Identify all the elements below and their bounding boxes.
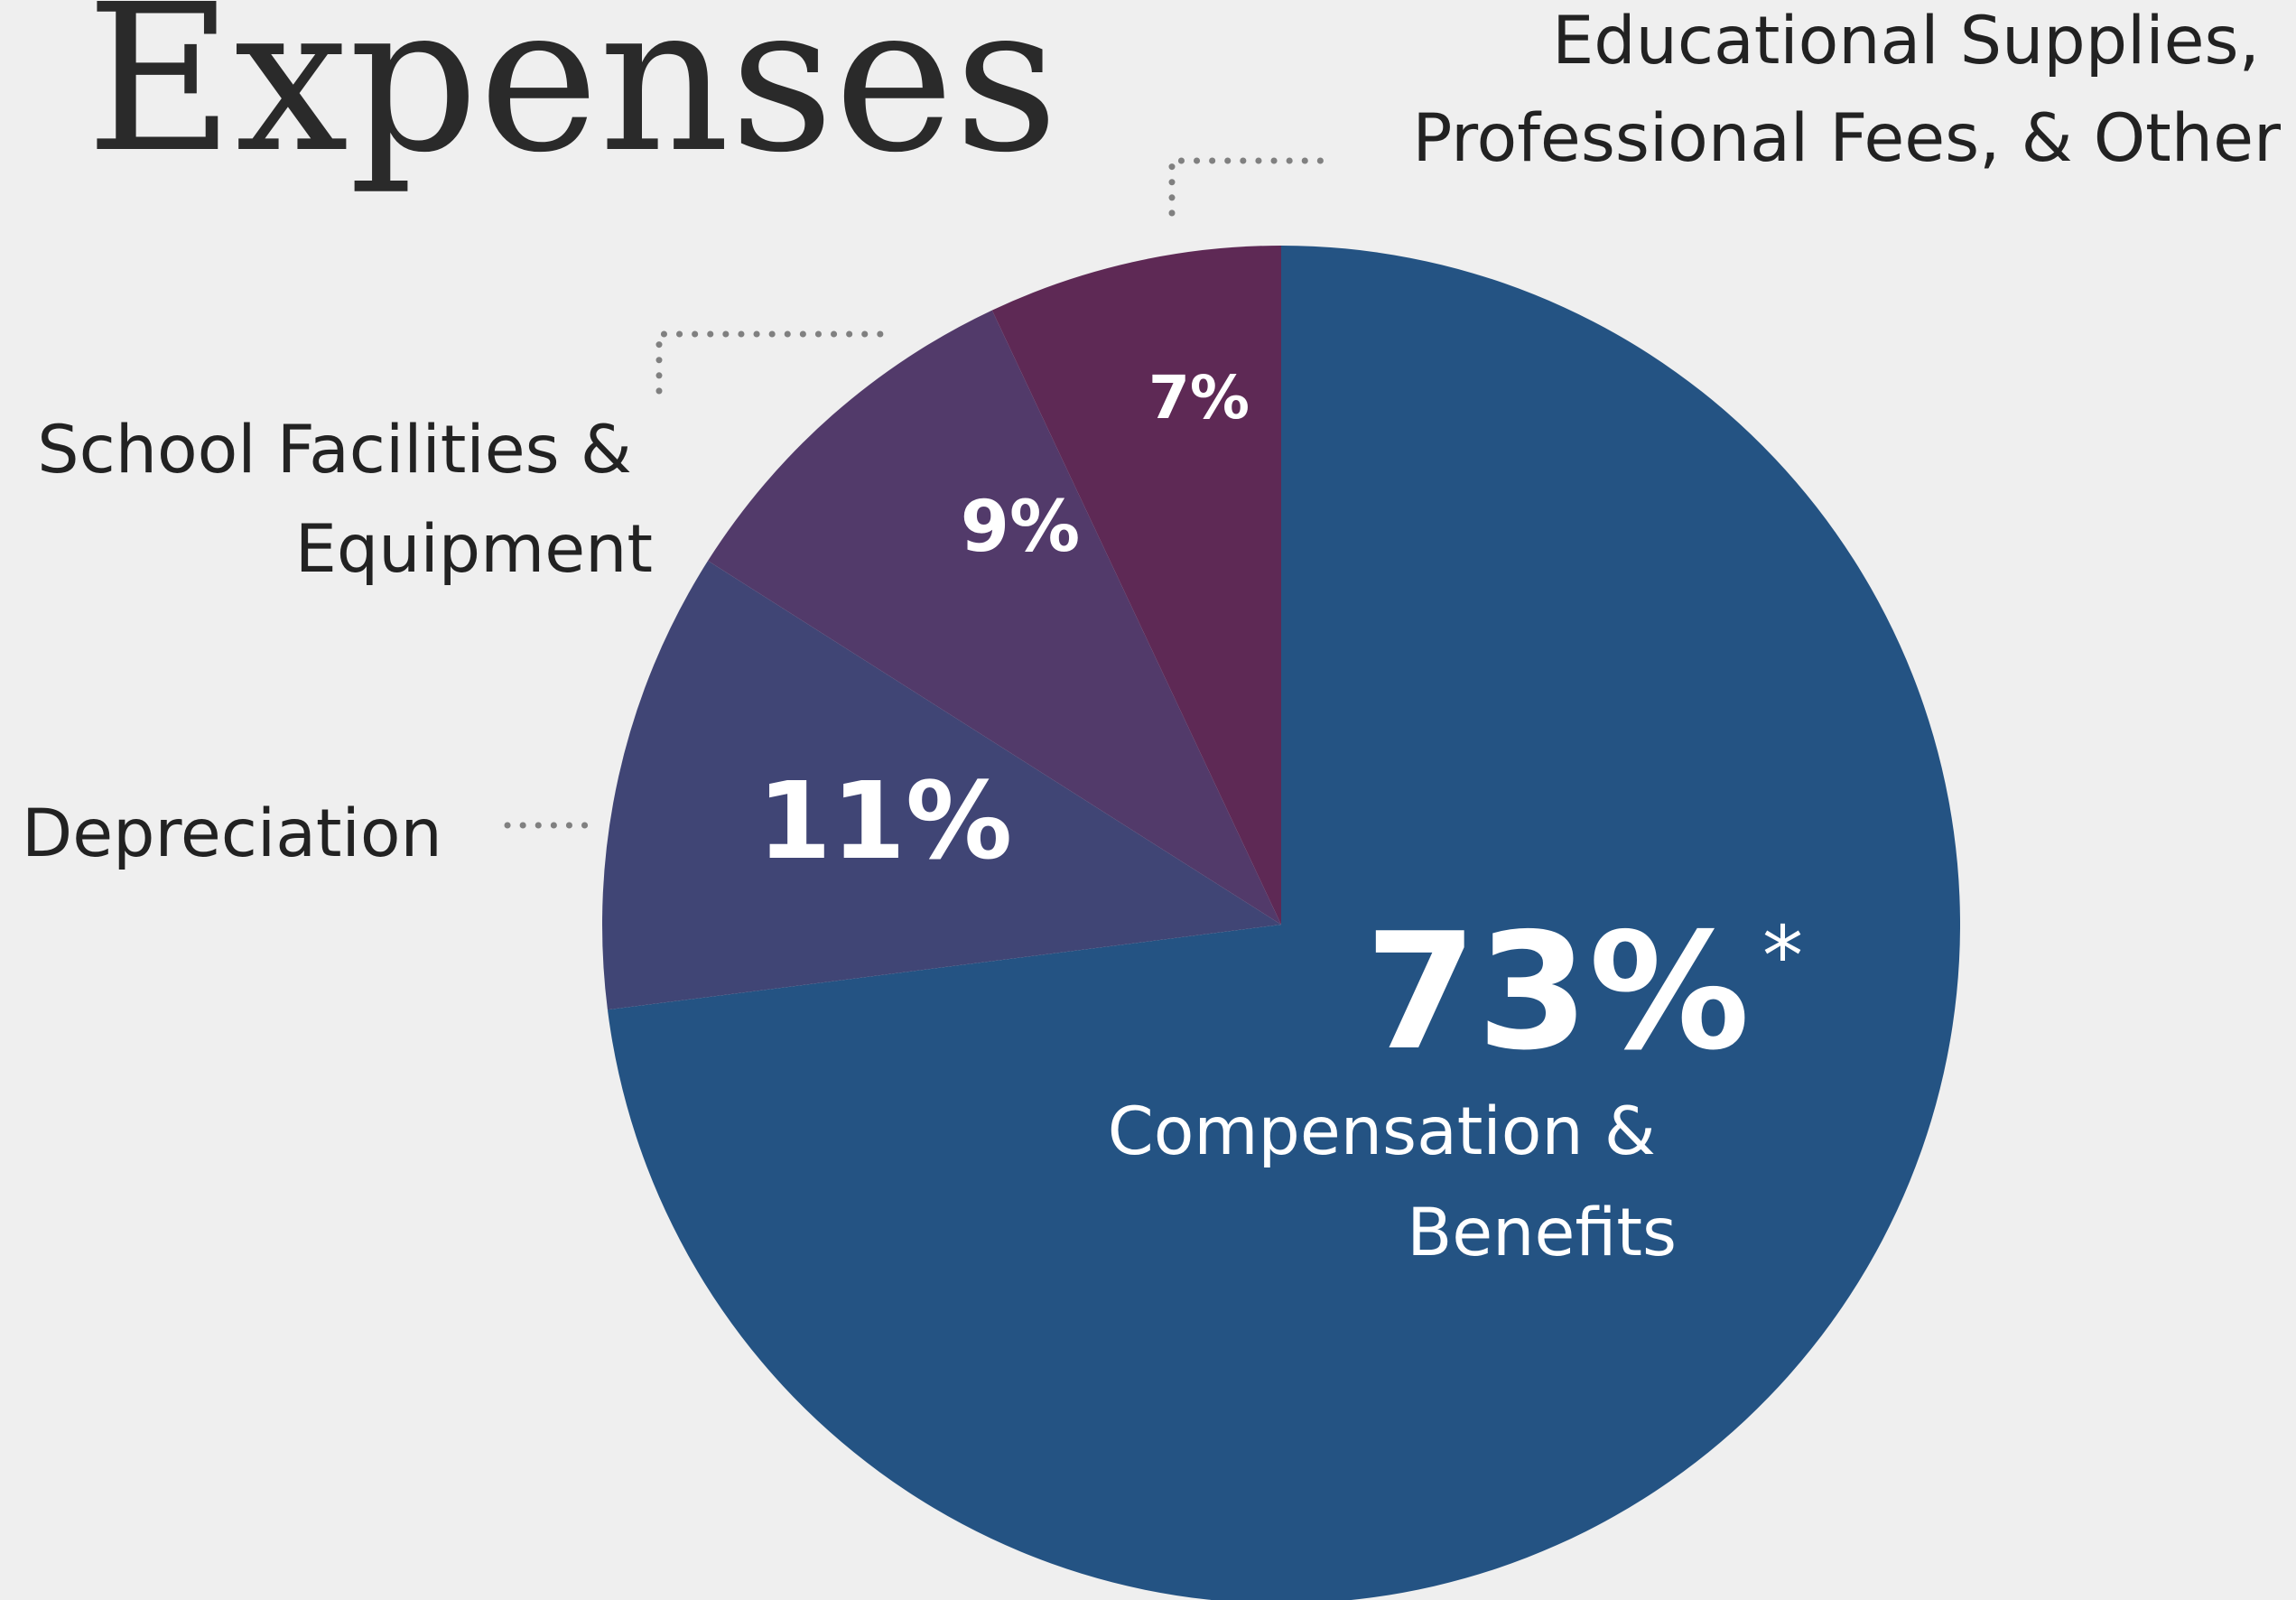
pie-slice-educational-supplies-professional-fees-other xyxy=(991,246,1281,925)
leader-line-school-facilities xyxy=(655,330,884,395)
data-label-compensation: 73% xyxy=(1365,898,1750,1085)
chart-title: Expenses xyxy=(86,0,1058,198)
pie-slice-school-facilities-equipment xyxy=(708,310,1281,925)
pie-slice-depreciation xyxy=(602,561,1281,1010)
leader-line-educational-supplies xyxy=(1168,157,1326,217)
pie-slice-compensation-benefits xyxy=(607,246,1960,1600)
footnote-marker: * xyxy=(1762,909,1803,1004)
data-label-educational-supplies: 7% xyxy=(1148,363,1250,433)
data-label-depreciation: 11% xyxy=(758,758,1012,883)
category-label-depreciation: Depreciation xyxy=(22,795,442,872)
pie-slices xyxy=(602,246,1960,1600)
category-label-compensation: Compensation & Benefits xyxy=(1108,1093,1677,1271)
category-label-educational-supplies: Educational Supplies, Professional Fees,… xyxy=(1412,3,2282,177)
data-label-school-facilities: 9% xyxy=(961,487,1080,568)
category-label-school-facilities: School Facilities & Equipment xyxy=(37,412,653,588)
